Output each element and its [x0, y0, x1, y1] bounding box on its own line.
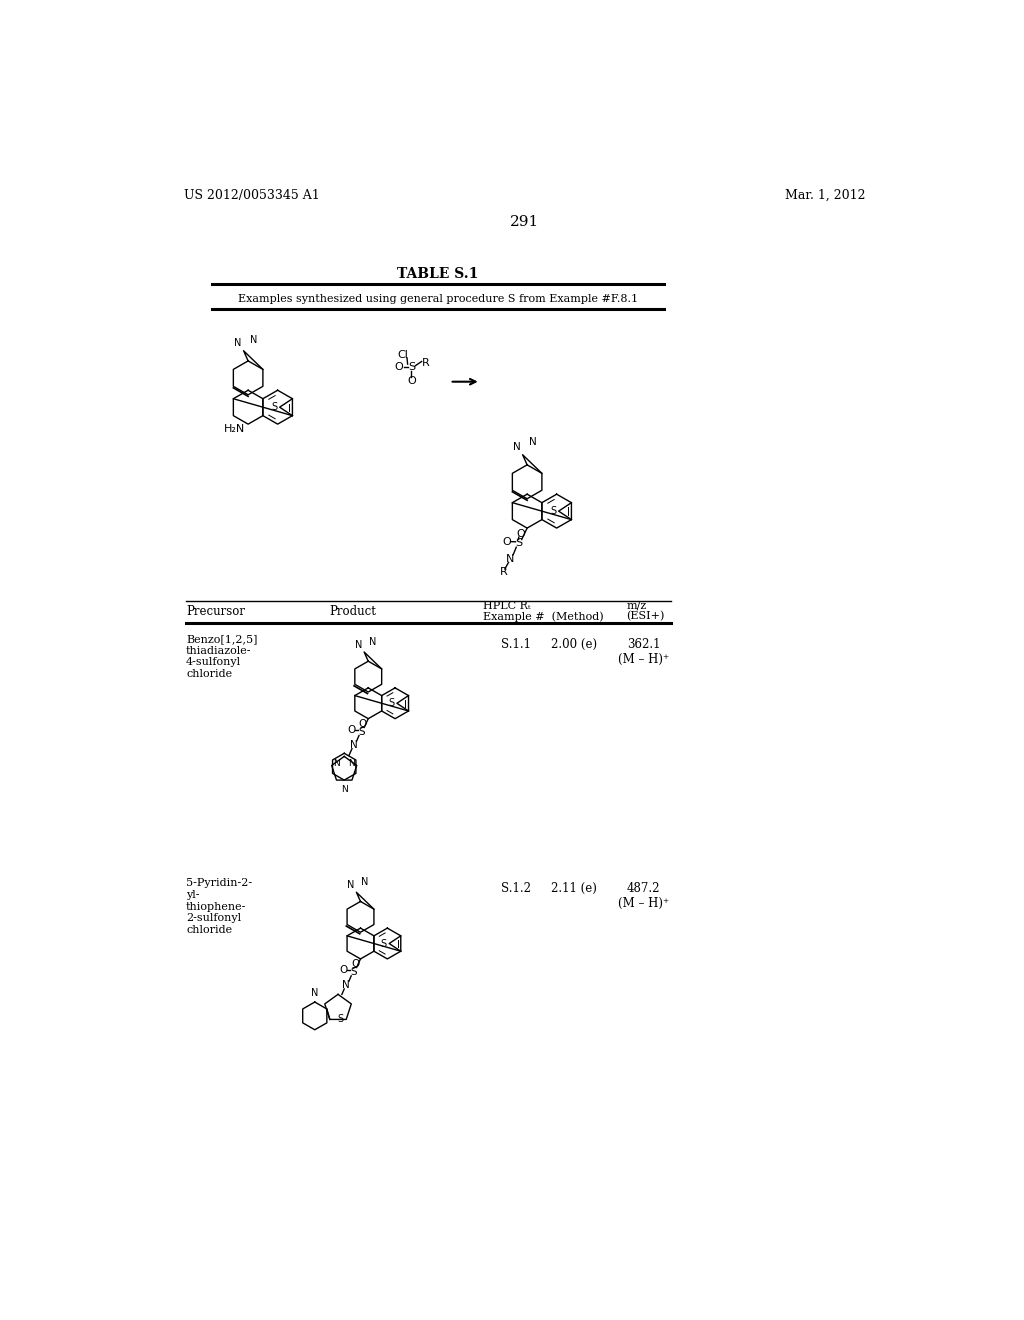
Text: Example #  (Method): Example # (Method): [483, 611, 603, 622]
Text: S.1.2: S.1.2: [501, 882, 530, 895]
Text: N: N: [348, 759, 355, 768]
Text: 362.1
(M – H)⁺: 362.1 (M – H)⁺: [617, 638, 669, 667]
Text: N: N: [361, 876, 369, 887]
Text: N: N: [349, 741, 357, 750]
Text: N: N: [333, 759, 340, 768]
Text: 2.00 (e): 2.00 (e): [551, 638, 597, 651]
Text: H₂N: H₂N: [224, 424, 245, 434]
Text: N: N: [311, 989, 318, 998]
Text: N: N: [250, 334, 257, 345]
Text: N: N: [369, 636, 376, 647]
Text: (ESI+): (ESI+): [627, 611, 665, 622]
Text: O: O: [358, 719, 367, 729]
Text: Precursor: Precursor: [186, 606, 245, 619]
Text: Product: Product: [330, 606, 376, 619]
Text: O: O: [347, 725, 355, 735]
Text: O: O: [503, 537, 511, 546]
Text: N: N: [528, 437, 537, 447]
Text: 5-Pyridin-2-
yl-
thiophene-
2-sulfonyl
chloride: 5-Pyridin-2- yl- thiophene- 2-sulfonyl c…: [186, 878, 252, 935]
Text: S: S: [515, 539, 522, 548]
Text: S: S: [550, 506, 556, 516]
Text: N: N: [355, 640, 362, 649]
Text: O: O: [408, 376, 416, 385]
Text: HPLC Rₜ: HPLC Rₜ: [483, 601, 530, 611]
Text: N: N: [506, 553, 514, 564]
Text: N: N: [513, 442, 521, 451]
Text: Examples synthesized using general procedure S from Example #F.8.1: Examples synthesized using general proce…: [238, 293, 638, 304]
Text: O: O: [351, 960, 359, 969]
Text: TABLE S.1: TABLE S.1: [397, 267, 478, 281]
Text: 2.11 (e): 2.11 (e): [551, 882, 597, 895]
Text: O: O: [339, 965, 347, 975]
Text: R: R: [500, 568, 507, 577]
Text: S: S: [350, 968, 356, 977]
Text: S: S: [358, 727, 365, 737]
Text: Benzo[1,2,5]
thiadiazole-
4-sulfonyl
chloride: Benzo[1,2,5] thiadiazole- 4-sulfonyl chl…: [186, 635, 258, 678]
Text: Cl: Cl: [397, 350, 409, 360]
Text: S: S: [408, 362, 415, 372]
Text: N: N: [347, 880, 354, 890]
Text: S: S: [388, 698, 394, 709]
Text: S: S: [337, 1014, 343, 1024]
Text: US 2012/0053345 A1: US 2012/0053345 A1: [183, 189, 319, 202]
Text: O: O: [516, 529, 524, 539]
Text: m/z: m/z: [627, 601, 646, 611]
Text: 487.2
(M – H)⁺: 487.2 (M – H)⁺: [617, 882, 669, 911]
Text: N: N: [341, 784, 347, 793]
Text: S: S: [271, 403, 278, 412]
Text: S: S: [381, 939, 387, 949]
Text: N: N: [342, 981, 349, 990]
Text: Mar. 1, 2012: Mar. 1, 2012: [785, 189, 866, 202]
Text: R: R: [422, 358, 429, 368]
Text: N: N: [234, 338, 242, 348]
Text: S.1.1: S.1.1: [501, 638, 530, 651]
Text: O: O: [394, 362, 403, 372]
Text: 291: 291: [510, 215, 540, 228]
